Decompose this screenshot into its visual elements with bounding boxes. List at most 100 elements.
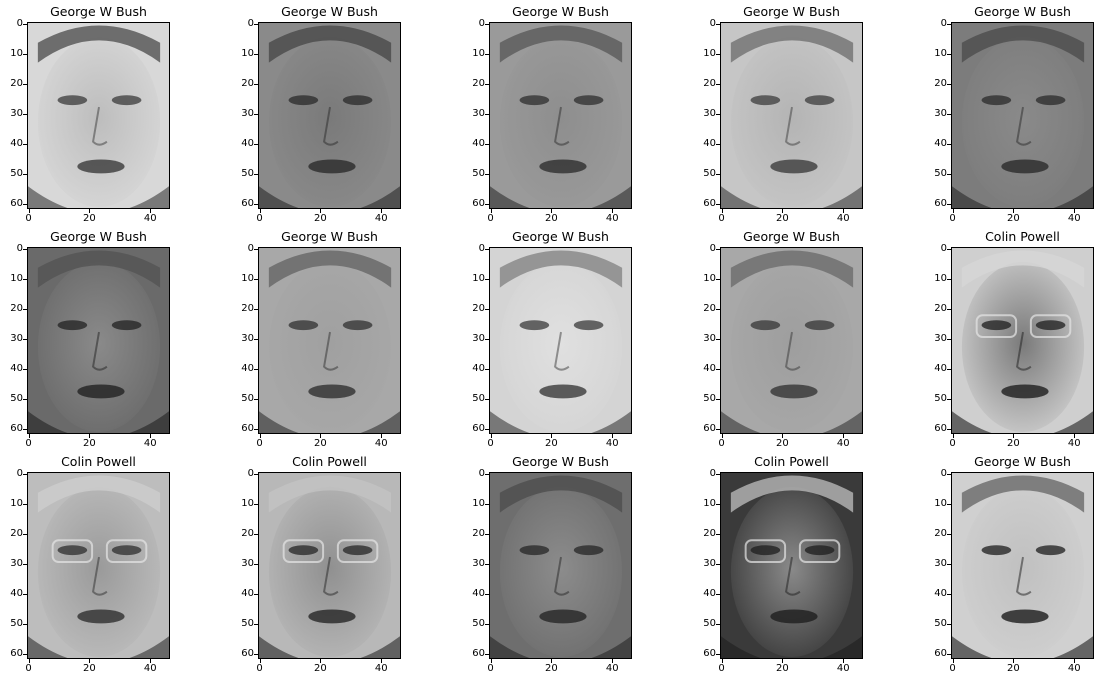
y-tick-label: 20 — [241, 527, 254, 539]
face-image — [258, 472, 401, 659]
x-tick-mark — [952, 659, 954, 663]
x-tick-mark — [612, 434, 614, 438]
face-image — [489, 22, 632, 209]
x-tick-label: 0 — [487, 663, 494, 674]
y-tick-mark — [23, 248, 27, 250]
y-tick-label: 60 — [10, 198, 23, 210]
y-tick-label: 20 — [934, 527, 947, 539]
x-tick-mark — [1013, 209, 1015, 213]
y-tick-mark — [23, 473, 27, 475]
y-tick-mark — [23, 503, 27, 505]
y-tick-mark — [254, 308, 258, 310]
y-tick-label: 10 — [10, 272, 23, 284]
y-tick-label: 0 — [16, 242, 23, 254]
face-panel: Colin Powell 0 10 20 30 40 50 60 0 20 40 — [693, 450, 863, 674]
y-tick-mark — [716, 338, 720, 340]
face-image — [258, 22, 401, 209]
x-tick-label: 0 — [949, 663, 956, 674]
x-tick-mark — [843, 659, 845, 663]
x-tick-mark — [782, 659, 784, 663]
y-tick-mark — [254, 113, 258, 115]
x-tick-mark — [150, 434, 152, 438]
y-tick-mark — [485, 338, 489, 340]
y-tick-label: 30 — [241, 107, 254, 119]
panel-title: George W Bush — [743, 4, 840, 19]
y-tick-mark — [254, 204, 258, 206]
face-panel: George W Bush 0 10 20 30 40 50 60 0 20 40 — [924, 0, 1094, 224]
y-tick-label: 20 — [10, 77, 23, 89]
y-tick-label: 0 — [940, 242, 947, 254]
y-tick-label: 60 — [10, 648, 23, 660]
y-tick-mark — [716, 399, 720, 401]
x-tick-mark — [1013, 434, 1015, 438]
y-tick-label: 50 — [472, 168, 485, 180]
y-tick-label: 30 — [472, 332, 485, 344]
y-tick-mark — [716, 278, 720, 280]
y-tick-label: 30 — [703, 332, 716, 344]
x-tick-label: 20 — [313, 213, 327, 224]
y-tick-label: 20 — [241, 302, 254, 314]
x-tick-label: 20 — [544, 438, 558, 449]
x-tick-label: 20 — [82, 213, 96, 224]
y-tick-mark — [947, 204, 951, 206]
y-tick-mark — [716, 624, 720, 626]
x-tick-mark — [259, 659, 261, 663]
y-tick-label: 60 — [703, 648, 716, 660]
panel-title: George W Bush — [974, 454, 1071, 469]
face-panel: Colin Powell 0 10 20 30 40 50 60 0 20 40 — [924, 225, 1094, 449]
x-tick-label: 40 — [605, 438, 619, 449]
x-tick-label: 20 — [1006, 663, 1020, 674]
y-tick-mark — [254, 248, 258, 250]
y-tick-label: 20 — [934, 302, 947, 314]
y-tick-mark — [485, 308, 489, 310]
y-tick-mark — [23, 563, 27, 565]
x-tick-mark — [843, 434, 845, 438]
y-tick-label: 60 — [472, 198, 485, 210]
y-tick-label: 10 — [703, 47, 716, 59]
y-tick-label: 50 — [241, 168, 254, 180]
x-tick-label: 20 — [775, 438, 789, 449]
y-tick-mark — [716, 113, 720, 115]
x-tick-mark — [320, 434, 322, 438]
x-tick-mark — [259, 434, 261, 438]
y-tick-label: 10 — [703, 272, 716, 284]
x-tick-label: 0 — [949, 213, 956, 224]
y-tick-mark — [485, 563, 489, 565]
y-tick-mark — [23, 83, 27, 85]
y-tick-mark — [23, 533, 27, 535]
y-tick-label: 20 — [10, 302, 23, 314]
x-tick-label: 0 — [256, 438, 263, 449]
y-tick-mark — [254, 83, 258, 85]
face-image — [951, 247, 1094, 434]
x-tick-label: 0 — [487, 213, 494, 224]
y-tick-mark — [485, 23, 489, 25]
y-tick-label: 50 — [934, 168, 947, 180]
y-tick-mark — [23, 654, 27, 656]
x-tick-mark — [1074, 434, 1076, 438]
y-tick-label: 10 — [703, 497, 716, 509]
y-tick-label: 30 — [472, 107, 485, 119]
y-tick-label: 30 — [703, 107, 716, 119]
x-tick-mark — [490, 659, 492, 663]
y-tick-label: 10 — [241, 272, 254, 284]
y-tick-mark — [23, 369, 27, 371]
y-tick-mark — [485, 624, 489, 626]
y-tick-label: 50 — [934, 393, 947, 405]
x-tick-mark — [381, 659, 383, 663]
x-tick-mark — [150, 209, 152, 213]
y-tick-label: 40 — [10, 363, 23, 375]
y-tick-mark — [947, 83, 951, 85]
face-panel: Colin Powell 0 10 20 30 40 50 60 0 20 40 — [0, 450, 170, 674]
x-tick-mark — [612, 209, 614, 213]
face-image — [27, 247, 170, 434]
y-tick-mark — [716, 594, 720, 596]
x-tick-label: 20 — [1006, 438, 1020, 449]
y-tick-label: 10 — [934, 497, 947, 509]
y-tick-mark — [716, 563, 720, 565]
x-tick-label: 0 — [256, 663, 263, 674]
y-tick-mark — [716, 174, 720, 176]
y-tick-label: 0 — [16, 17, 23, 29]
y-tick-label: 0 — [16, 467, 23, 479]
y-tick-label: 60 — [472, 423, 485, 435]
